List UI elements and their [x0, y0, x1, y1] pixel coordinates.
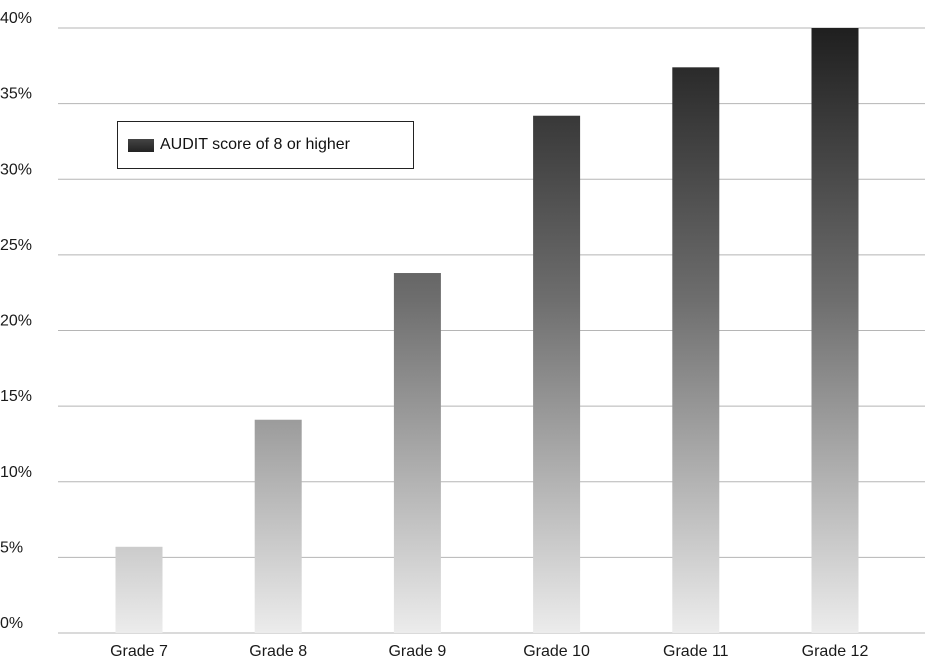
y-tick-label: 30% — [0, 161, 32, 178]
legend-swatch — [128, 138, 154, 152]
bar — [254, 419, 302, 633]
y-tick-label: 0% — [0, 615, 23, 632]
bar — [533, 115, 581, 634]
y-tick-label: 20% — [0, 313, 32, 330]
y-tick-label: 40% — [0, 10, 32, 27]
bar — [393, 273, 441, 633]
legend: AUDIT score of 8 or higher — [117, 121, 414, 169]
bar — [811, 28, 859, 633]
y-tick-label: 10% — [0, 464, 32, 481]
y-tick-label: 35% — [0, 86, 32, 103]
x-tick-label: Grade 9 — [388, 643, 446, 660]
x-tick-label: Grade 8 — [249, 643, 307, 660]
x-tick-label: Grade 7 — [110, 643, 168, 660]
bar — [115, 546, 163, 633]
y-tick-label: 25% — [0, 237, 32, 254]
y-tick-label: 15% — [0, 388, 32, 405]
x-tick-label: Grade 12 — [802, 643, 869, 660]
y-tick-label: 5% — [0, 539, 23, 556]
legend-label: AUDIT score of 8 or higher — [160, 136, 351, 153]
x-tick-label: Grade 11 — [663, 643, 729, 660]
x-tick-label: Grade 10 — [523, 643, 590, 660]
bar — [672, 67, 720, 633]
